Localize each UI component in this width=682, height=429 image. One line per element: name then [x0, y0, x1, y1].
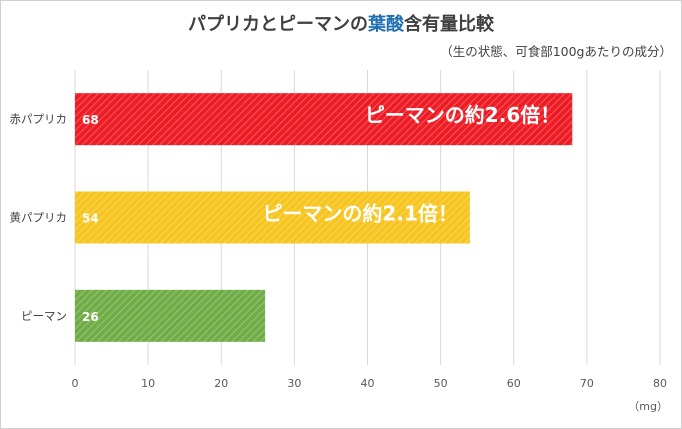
- category-label: ピーマン: [21, 309, 67, 323]
- x-tick-label: 0: [72, 377, 79, 390]
- x-tick-label: 80: [653, 377, 667, 390]
- bar-annotation: ピーマンの約2.1倍！: [262, 202, 457, 226]
- x-tick-label: 70: [580, 377, 594, 390]
- x-tick-label: 60: [507, 377, 521, 390]
- category-label: 黄パプリカ: [10, 211, 68, 225]
- title-prefix: パプリカとピーマンの: [188, 14, 368, 35]
- category-label: 赤パプリカ: [10, 112, 68, 126]
- data-label: 26: [82, 310, 99, 324]
- x-tick-label: 10: [141, 377, 155, 390]
- data-label: 54: [82, 212, 99, 226]
- chart-subtitle: （生の状態、可食部100gあたりの成分）: [440, 44, 672, 59]
- x-tick-label: 50: [434, 377, 448, 390]
- title-suffix: 含有量比較: [404, 14, 494, 35]
- x-tick-label: 20: [214, 377, 228, 390]
- bar-hatch: [75, 289, 266, 342]
- data-label: 68: [82, 113, 99, 127]
- title-highlight: 葉酸: [368, 14, 404, 35]
- x-tick-label: 30: [287, 377, 301, 390]
- x-tick-label: 40: [361, 377, 375, 390]
- axis-unit: （mg）: [628, 400, 668, 413]
- bar-hatch: [75, 191, 470, 244]
- chart-title: パプリカとピーマンの葉酸含有量比較: [0, 10, 682, 36]
- bar-hatch: [75, 93, 573, 146]
- bar-annotation: ピーマンの約2.6倍！: [365, 103, 560, 127]
